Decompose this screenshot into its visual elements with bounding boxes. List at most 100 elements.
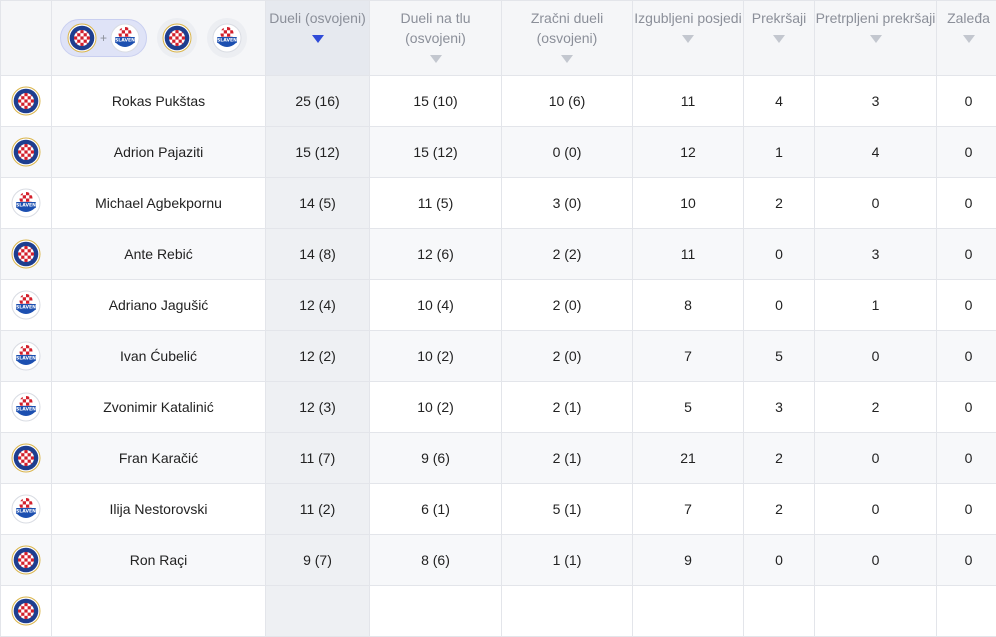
player-name[interactable]: Michael Agbekpornu <box>52 178 266 229</box>
sort-down-icon <box>682 35 694 43</box>
stat-possession-lost: 8 <box>633 280 744 331</box>
stat-aerial-duels: 3 (0) <box>502 178 633 229</box>
club-logo-cell: SLAVEN <box>1 280 52 331</box>
player-name[interactable]: Fran Karačić <box>52 433 266 484</box>
slaven-logo-icon: SLAVEN <box>11 494 41 524</box>
stat-duels <box>266 586 370 637</box>
column-header-fouls[interactable]: Prekršaji <box>744 1 815 76</box>
player-name[interactable]: Rokas Pukštas <box>52 76 266 127</box>
stat-possession-lost: 7 <box>633 484 744 535</box>
logo-column-header <box>1 1 52 76</box>
stat-possession-lost: 7 <box>633 331 744 382</box>
stat-duels: 14 (5) <box>266 178 370 229</box>
stat-duels: 11 (7) <box>266 433 370 484</box>
stat-fouled: 0 <box>815 535 937 586</box>
stat-duels: 15 (12) <box>266 127 370 178</box>
stat-fouled: 0 <box>815 433 937 484</box>
hajduk-logo-icon <box>11 596 41 626</box>
club-logo-cell <box>1 535 52 586</box>
stat-fouls: 1 <box>744 127 815 178</box>
stat-fouls: 0 <box>744 229 815 280</box>
sort-down-icon <box>430 55 442 63</box>
column-header-possession_lost[interactable]: Izgubljeni posjedi <box>633 1 744 76</box>
stat-duels: 9 (7) <box>266 535 370 586</box>
stat-ground-duels: 9 (6) <box>370 433 502 484</box>
svg-text:SLAVEN: SLAVEN <box>16 305 36 311</box>
sort-down-icon <box>870 35 882 43</box>
stat-fouls: 0 <box>744 280 815 331</box>
slaven-logo-icon: SLAVEN <box>11 290 41 320</box>
column-header-duels[interactable]: Dueli (osvojeni) <box>266 1 370 76</box>
column-header-aerial_duels[interactable]: Zračni dueli (osvojeni) <box>502 1 633 76</box>
stat-offsides: 0 <box>937 127 996 178</box>
stat-ground-duels: 15 (12) <box>370 127 502 178</box>
stat-fouls: 2 <box>744 178 815 229</box>
player-name[interactable]: Adriano Jagušić <box>52 280 266 331</box>
stat-possession-lost <box>633 586 744 637</box>
stat-possession-lost: 12 <box>633 127 744 178</box>
player-name[interactable]: Ante Rebić <box>52 229 266 280</box>
stat-duels: 12 (3) <box>266 382 370 433</box>
sort-down-icon <box>773 35 785 43</box>
slaven-logo-icon: SLAVEN <box>11 188 41 218</box>
stat-fouls: 0 <box>744 535 815 586</box>
hajduk-logo-icon <box>11 86 41 116</box>
svg-text:SLAVEN: SLAVEN <box>16 407 36 413</box>
stat-offsides <box>937 586 996 637</box>
slaven-logo-icon: SLAVEN <box>110 23 140 53</box>
stat-offsides: 0 <box>937 433 996 484</box>
stat-fouled <box>815 586 937 637</box>
stat-fouled: 0 <box>815 331 937 382</box>
column-header-offsides[interactable]: Zaleđa <box>937 1 996 76</box>
player-name[interactable] <box>52 586 266 637</box>
stat-fouled: 2 <box>815 382 937 433</box>
table-row[interactable] <box>1 586 996 637</box>
stat-ground-duels: 10 (4) <box>370 280 502 331</box>
player-name[interactable]: Zvonimir Katalinić <box>52 382 266 433</box>
filter-hajduk-button[interactable] <box>157 18 197 58</box>
club-logo-cell <box>1 229 52 280</box>
column-header-label: Dueli na tlu (osvojeni) <box>370 8 501 48</box>
stat-offsides: 0 <box>937 382 996 433</box>
player-name[interactable]: Adrion Pajaziti <box>52 127 266 178</box>
stat-aerial-duels: 2 (0) <box>502 331 633 382</box>
stat-possession-lost: 11 <box>633 229 744 280</box>
club-logo-cell <box>1 586 52 637</box>
stat-fouls <box>744 586 815 637</box>
stat-offsides: 0 <box>937 178 996 229</box>
stat-fouled: 0 <box>815 484 937 535</box>
player-name[interactable]: Ivan Ćubelić <box>52 331 266 382</box>
stat-duels: 12 (4) <box>266 280 370 331</box>
player-name[interactable]: Ron Raçi <box>52 535 266 586</box>
stat-ground-duels: 10 (2) <box>370 331 502 382</box>
column-header-label: Izgubljeni posjedi <box>633 8 743 28</box>
stat-aerial-duels: 2 (1) <box>502 382 633 433</box>
stat-fouled: 3 <box>815 76 937 127</box>
club-filter-header: + SLAVEN SLAVEN <box>52 1 266 76</box>
filter-slaven-button[interactable]: SLAVEN <box>207 18 247 58</box>
column-header-fouled[interactable]: Pretrpljeni prekršaji <box>815 1 937 76</box>
player-name[interactable]: Ilija Nestorovski <box>52 484 266 535</box>
stat-offsides: 0 <box>937 280 996 331</box>
svg-text:SLAVEN: SLAVEN <box>115 38 135 44</box>
column-header-ground_duels[interactable]: Dueli na tlu (osvojeni) <box>370 1 502 76</box>
column-header-label: Pretrpljeni prekršaji <box>815 8 936 28</box>
club-filter-group: + SLAVEN SLAVEN <box>52 18 265 58</box>
stat-aerial-duels: 1 (1) <box>502 535 633 586</box>
stat-offsides: 0 <box>937 229 996 280</box>
club-logo-cell: SLAVEN <box>1 484 52 535</box>
hajduk-logo-icon <box>11 137 41 167</box>
stat-fouls: 2 <box>744 484 815 535</box>
sort-down-icon <box>561 55 573 63</box>
filter-both-clubs-button[interactable]: + SLAVEN <box>60 19 147 57</box>
